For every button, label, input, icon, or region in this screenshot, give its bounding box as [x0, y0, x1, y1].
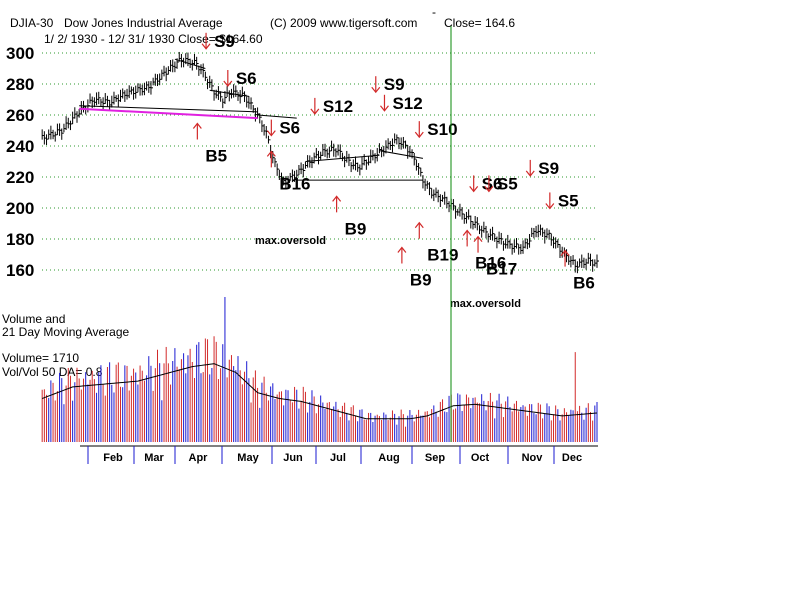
y-tick-label: 180 — [6, 230, 34, 249]
signal-label: B6 — [573, 274, 595, 293]
volume-title-1: Volume and — [2, 312, 65, 326]
signal-label: S12 — [392, 94, 422, 113]
signal-label: S6 — [279, 119, 300, 138]
y-tick-label: 240 — [6, 137, 34, 156]
close-text: Close= 164.6 — [444, 16, 515, 30]
signal-label: B9 — [345, 219, 367, 238]
y-tick-label: 200 — [6, 199, 34, 218]
month-label: Apr — [189, 452, 209, 464]
sell-arrow-head — [371, 86, 381, 94]
signal-label: S5 — [497, 174, 518, 193]
month-axis: Feb Mar Apr May Jun Jul Aug Sep Oct Nov Dec — [80, 445, 598, 464]
signal-label: S9 — [538, 159, 559, 178]
trend-line — [257, 114, 297, 119]
vol-ratio-text: Vol/Vol 50 DA= 0.8 — [2, 365, 103, 379]
month-label: Aug — [378, 452, 399, 464]
trend-line — [379, 150, 424, 159]
sell-arrow-head — [201, 43, 211, 50]
sell-arrow-head — [545, 203, 555, 210]
trend-line — [174, 58, 206, 69]
month-label: Feb — [103, 452, 123, 464]
month-label: Sep — [425, 452, 445, 464]
buy-arrow-head — [473, 235, 483, 243]
month-label: Oct — [471, 452, 490, 464]
month-label: Dec — [562, 452, 582, 464]
month-label: Nov — [522, 452, 544, 464]
trend-line — [209, 89, 249, 97]
header-dash: - — [432, 5, 436, 19]
buy-arrow-head — [414, 221, 424, 229]
buy-arrow-head — [397, 246, 407, 253]
buy-arrow-head — [192, 122, 202, 129]
sell-arrow-head — [223, 80, 233, 87]
oversold-note-1: max.oversold — [255, 235, 326, 247]
trend-lines — [79, 58, 424, 181]
sell-arrow-head — [469, 186, 479, 193]
sell-arrow-head — [310, 108, 320, 115]
y-tick-label: 160 — [6, 261, 34, 280]
y-tick-label: 260 — [6, 106, 34, 125]
month-label: May — [237, 452, 259, 464]
sell-arrow-head — [484, 186, 494, 193]
trend-line — [79, 107, 258, 120]
price-grid — [42, 52, 598, 271]
buy-arrow-head — [332, 195, 342, 202]
signal-label: S6 — [236, 69, 257, 88]
y-tick-label: 300 — [6, 44, 34, 63]
price-axis: 160 180 200 220 240 260 280 300 — [6, 44, 34, 280]
sell-arrow-head — [414, 131, 424, 139]
signal-label: B9 — [410, 271, 432, 290]
volume-bars — [41, 297, 598, 442]
month-label: Jun — [283, 452, 303, 464]
price-bars — [41, 51, 599, 274]
date-range-text: 1/ 2/ 1930 - 12/ 31/ 1930 Close= $164.60 — [44, 32, 263, 46]
copyright-text: (C) 2009 www.tigersoft.com — [270, 16, 417, 30]
signal-label: B16 — [279, 174, 310, 193]
sell-arrow-head — [266, 130, 276, 137]
trend-line — [305, 154, 380, 162]
oversold-note-2: max.oversold — [450, 298, 521, 310]
sell-arrow-head — [525, 170, 535, 177]
sell-arrow-head — [380, 105, 389, 112]
signal-label: S10 — [427, 120, 457, 139]
volume-ma — [41, 363, 598, 420]
signal-label: S9 — [384, 75, 405, 94]
signal-label: S12 — [323, 97, 353, 116]
signal-label: B16 — [475, 253, 506, 272]
signal-label: B5 — [205, 147, 227, 166]
signal-label: S5 — [558, 191, 579, 210]
y-tick-label: 220 — [6, 168, 34, 187]
index-name-text: Dow Jones Industrial Average — [64, 16, 223, 30]
volume-title-2: 21 Day Moving Average — [2, 325, 130, 339]
month-label: Jul — [330, 452, 346, 464]
buy-arrow-head — [462, 229, 472, 236]
signal-label: B19 — [427, 246, 458, 265]
buy-arrow-head — [560, 249, 570, 256]
signal-label: B17 — [486, 260, 517, 279]
buy-arrow-head — [266, 150, 276, 157]
month-label: Mar — [144, 452, 164, 464]
symbol-text: DJIA-30 — [10, 16, 54, 30]
y-tick-label: 280 — [6, 75, 34, 94]
trend-line — [79, 105, 258, 113]
signal-label: S9 — [214, 32, 235, 51]
volume-ma-line — [41, 363, 598, 420]
volume-value-text: Volume= 1710 — [2, 351, 79, 365]
